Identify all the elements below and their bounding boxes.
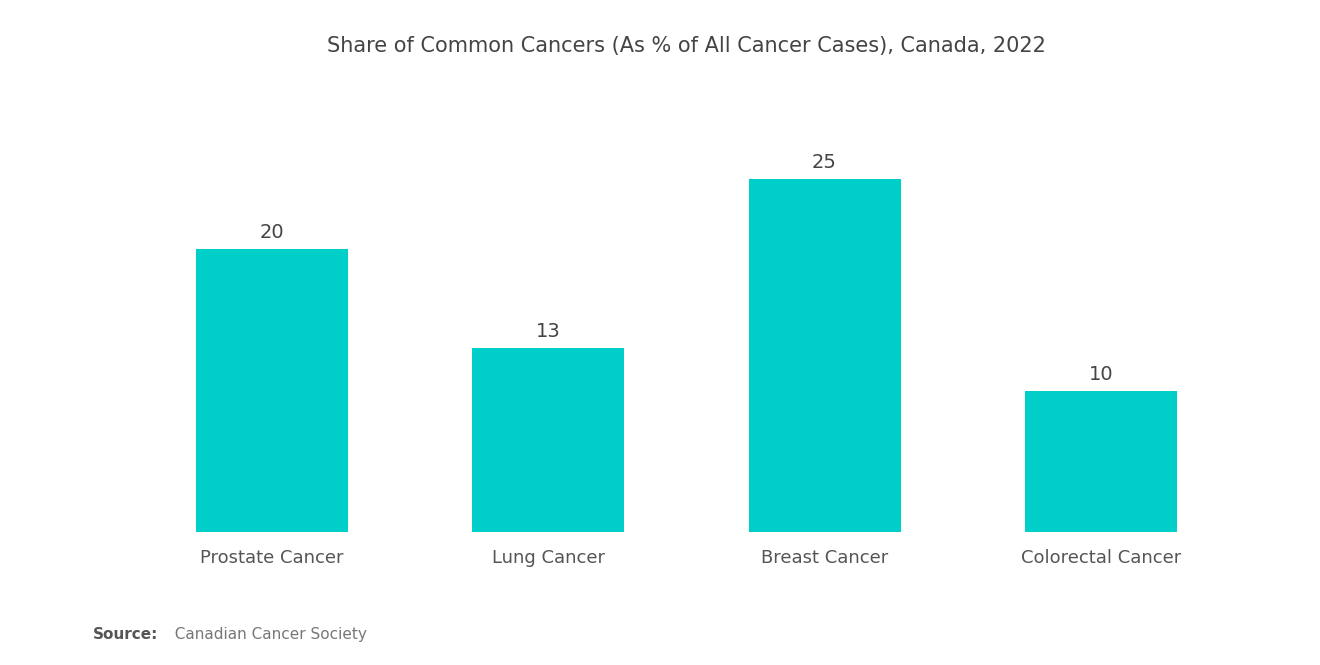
Bar [748,179,900,532]
Bar [195,249,348,532]
Text: 25: 25 [812,153,837,172]
Text: 20: 20 [260,223,284,242]
Text: 10: 10 [1089,364,1113,384]
Text: 13: 13 [536,323,561,341]
Bar [473,348,624,532]
Text: Source:: Source: [92,626,158,642]
Text: Canadian Cancer Society: Canadian Cancer Society [165,626,367,642]
Title: Share of Common Cancers (As % of All Cancer Cases), Canada, 2022: Share of Common Cancers (As % of All Can… [327,36,1045,56]
Bar [1024,390,1177,532]
